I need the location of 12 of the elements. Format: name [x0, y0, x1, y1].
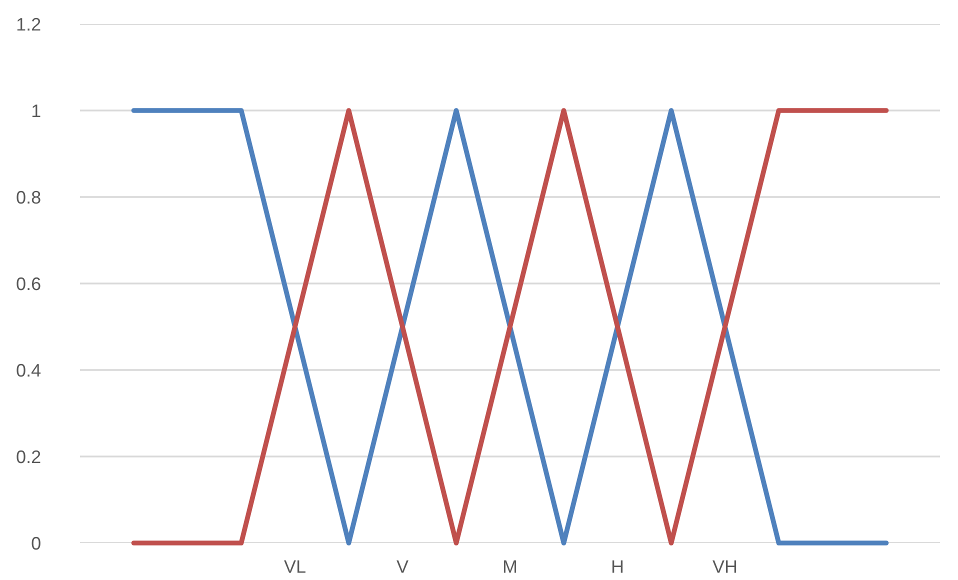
y-tick-label: 0.8 — [16, 190, 40, 204]
y-tick-label: 0.2 — [16, 450, 40, 464]
y-tick-label: 0.4 — [16, 364, 41, 377]
x-tick-label: VL — [284, 560, 306, 573]
x-tick-label: M — [504, 560, 516, 573]
x-tick-label: VH — [712, 560, 736, 573]
y-tick-label: 1 — [32, 104, 40, 118]
y-tick-label: 1.2 — [17, 18, 40, 31]
y-tick-label: 0.6 — [16, 277, 40, 290]
x-tick-label: V — [396, 560, 408, 573]
x-tick-label: H — [612, 560, 623, 573]
y-tick-label: 0 — [32, 536, 40, 550]
